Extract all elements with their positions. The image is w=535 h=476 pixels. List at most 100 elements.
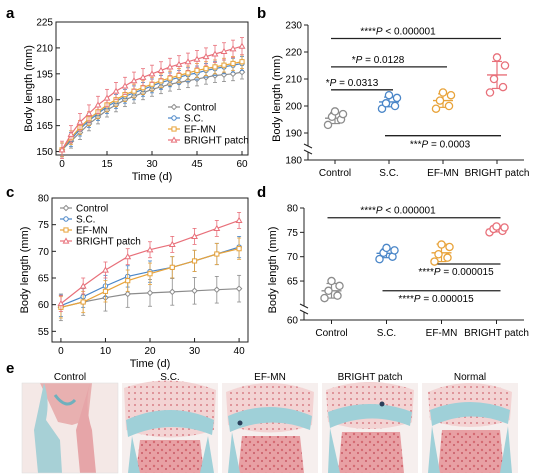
legend-label: Control (76, 204, 108, 215)
group-ef-mn (430, 240, 454, 266)
x-tick-label: Control (319, 168, 351, 179)
data-point (230, 60, 236, 67)
data-point (220, 47, 228, 54)
data-point (157, 66, 165, 73)
data-point (76, 118, 84, 125)
significance-label: *P = 0.0128 (352, 55, 405, 66)
data-point (191, 232, 198, 239)
data-point (445, 242, 454, 252)
x-tick-label: 10 (100, 346, 112, 357)
x-tick-label: BRIGHT patch (465, 168, 530, 179)
y-tick-label: 75 (38, 220, 50, 231)
legend-label: Control (184, 103, 216, 114)
data-point (167, 75, 173, 81)
x-tick-label: 30 (146, 159, 158, 170)
significance-stars: *** (410, 140, 422, 151)
histology-label-bright: BRIGHT patch (338, 372, 403, 383)
significance-stars: **** (360, 27, 376, 38)
p-symbol: P (376, 206, 383, 217)
data-point (390, 246, 399, 255)
p-value: = 0.000015 (441, 267, 495, 278)
significance-stars: * (352, 55, 356, 66)
legend-marker (170, 103, 178, 111)
panel-label-d: d (257, 184, 266, 201)
data-point (121, 82, 129, 89)
panel-label-b: b (257, 5, 266, 22)
x-tick-label: S.C. (377, 328, 396, 339)
x-tick-label: 40 (234, 346, 246, 357)
data-point (57, 299, 65, 307)
data-point (139, 73, 147, 80)
series-bright-patch (58, 37, 246, 159)
x-tick-label: BRIGHT patch (464, 328, 529, 339)
data-point (381, 99, 391, 108)
data-point (498, 82, 508, 92)
chart-a: 150 165 180 195 210 225 0 15 30 45 60 Time (d) Body … (23, 18, 249, 184)
histology-label-sc: S.C. (160, 372, 179, 383)
p-value: = 0.0313 (336, 78, 378, 89)
panel-e-labels: Control S.C. EF-MN BRIGHT patch Normal (54, 372, 486, 383)
data-point (185, 70, 191, 76)
chart-b: 180 190 200 210 220 230 Control S.C. EF-MN BRIGHT… (271, 21, 529, 180)
data-point (112, 87, 120, 94)
legend-marker (171, 126, 177, 132)
data-point (392, 93, 402, 103)
data-point (80, 299, 86, 305)
y-tick-label: 60 (287, 316, 299, 327)
data-point (438, 88, 448, 97)
legend-label: S.C. (184, 114, 203, 125)
data-point (446, 90, 456, 100)
data-point (67, 130, 75, 137)
data-point (202, 52, 210, 60)
data-point (166, 63, 174, 70)
data-point (191, 258, 198, 264)
y-tick-label: 60 (38, 300, 50, 311)
data-point (320, 293, 329, 303)
y-tick-label: 210 (36, 43, 53, 54)
histology-image-bright (322, 382, 418, 473)
y-tick-label: 195 (36, 69, 53, 80)
group-ef-mn (431, 88, 456, 113)
data-point (384, 90, 394, 100)
y-tick-label: 220 (285, 48, 302, 59)
data-point (323, 120, 333, 130)
y-tick-label: 200 (285, 102, 302, 113)
x-tick-label: EF-MN (427, 168, 459, 179)
data-point (203, 66, 209, 72)
data-point (194, 67, 200, 73)
data-point (184, 58, 192, 65)
histology-image-efmn (222, 383, 318, 473)
significance-label: ****P < 0.000001 (360, 27, 436, 38)
data-point (229, 70, 237, 78)
x-axis-label: Time (d) (130, 358, 171, 370)
legend-marker (170, 136, 178, 143)
data-point (324, 286, 333, 296)
legend-marker (62, 237, 70, 244)
y-tick-label: 75 (287, 228, 299, 239)
x-tick-label: Control (315, 328, 347, 339)
data-point (147, 271, 153, 277)
y-tick-label: 80 (287, 204, 299, 215)
data-point (146, 289, 154, 297)
data-point (238, 68, 246, 76)
y-tick-label: 65 (287, 277, 299, 288)
data-point (124, 253, 132, 260)
data-point (235, 216, 243, 223)
legend-label: S.C. (76, 215, 95, 226)
significance-stars: **** (418, 267, 434, 278)
data-point (236, 246, 242, 252)
y-tick-label: 150 (36, 147, 53, 158)
data-point (435, 96, 445, 105)
data-point (444, 101, 454, 111)
histology-image-control (21, 382, 119, 474)
data-point (168, 240, 176, 247)
y-tick-label: 55 (38, 327, 50, 338)
data-point (221, 62, 227, 68)
data-point (390, 101, 400, 111)
data-point (193, 55, 201, 62)
significance-stars: * (326, 78, 330, 89)
x-tick-label: 0 (59, 159, 65, 170)
series-bright-patch (57, 211, 243, 313)
data-point (146, 246, 154, 253)
